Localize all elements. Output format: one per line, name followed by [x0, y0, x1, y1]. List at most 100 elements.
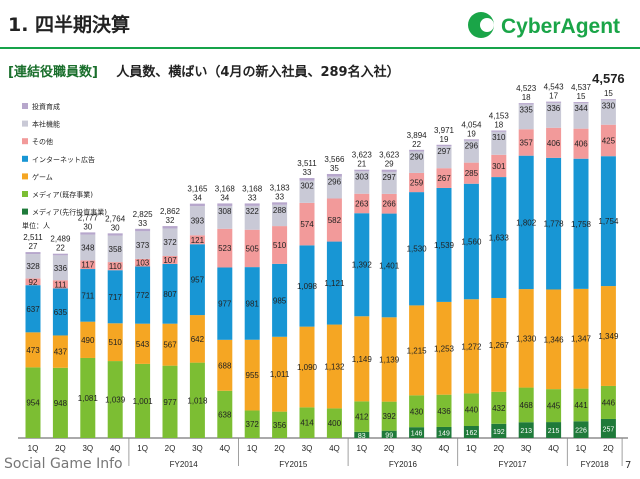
data-label-invest: 22: [412, 140, 421, 149]
bar-segment-invest: [189, 203, 205, 207]
bar-segment-game: [326, 324, 342, 409]
data-label-internet: 772: [136, 291, 150, 300]
data-label-other: 510: [273, 241, 287, 250]
data-label-other: 107: [163, 256, 177, 265]
bar-segment-game: [518, 289, 534, 388]
data-label-other: 425: [602, 136, 616, 145]
data-label-invest: 30: [83, 222, 92, 231]
x-tick-label: 4Q: [219, 444, 230, 453]
bar-segment-invest: [52, 253, 68, 256]
total-label: 3,566: [324, 155, 345, 164]
bar-segment-game: [463, 299, 479, 394]
bar-segment-media_existing: [436, 394, 452, 427]
bar-segment-invest: [244, 203, 260, 206]
data-label-media_existing: 977: [163, 398, 177, 407]
total-label: 3,183: [270, 183, 291, 192]
bar-segment-other: [217, 228, 233, 268]
bar-segment-internet: [326, 241, 342, 325]
data-label-other: 406: [574, 140, 588, 149]
bar-segment-invest: [80, 232, 96, 235]
data-label-other: 92: [29, 278, 38, 287]
data-label-game: 510: [109, 338, 123, 347]
bar-segment-hq: [518, 104, 534, 130]
bar-segment-hq: [463, 140, 479, 163]
bar-segment-internet: [25, 285, 41, 333]
bar-segment-invest: [409, 149, 425, 152]
bar-segment-invest: [217, 203, 233, 206]
data-label-media_existing: 412: [355, 413, 369, 422]
x-tick-label: 2Q: [165, 444, 176, 453]
data-label-other: 259: [410, 179, 424, 188]
data-label-media_new: 83: [358, 433, 366, 440]
bar-segment-media_new: [491, 423, 507, 438]
legend-label: メディア(先行投資事業): [32, 208, 107, 217]
bar-segment-media_existing: [409, 395, 425, 428]
fiscal-year-label: FY2017: [498, 460, 527, 469]
bar-segment-media_new: [436, 426, 452, 438]
data-label-media_new: 257: [603, 426, 615, 433]
total-label: 3,894: [407, 131, 428, 140]
data-label-media_existing: 1,018: [187, 396, 208, 405]
legend-swatch-hq: [22, 120, 28, 127]
data-label-other: 406: [547, 139, 561, 148]
x-tick-label: 1Q: [356, 444, 367, 453]
data-label-internet: 1,758: [571, 220, 592, 229]
data-label-media_existing: 468: [520, 401, 534, 410]
bar-segment-other: [546, 127, 562, 158]
bar-segment-game: [436, 301, 452, 395]
bar-segment-hq: [272, 204, 288, 227]
bar-segment-game: [573, 288, 589, 389]
data-label-invest: 19: [467, 129, 476, 138]
data-label-internet: 957: [191, 276, 205, 285]
bar-segment-media_existing: [546, 389, 562, 423]
data-label-invest: 35: [330, 164, 339, 173]
data-label-game: 1,090: [297, 363, 318, 372]
bar-segment-other: [25, 278, 41, 286]
data-label-internet: 711: [81, 291, 94, 300]
total-label: 2,764: [105, 214, 126, 223]
bar-segment-internet: [189, 244, 205, 316]
bar-segment-media_new: [463, 426, 479, 438]
data-label-other: 266: [383, 200, 397, 209]
data-label-internet: 1,802: [516, 218, 537, 227]
bar-segment-other: [436, 168, 452, 188]
data-label-other: 357: [520, 138, 534, 147]
bar-segment-hq: [409, 151, 425, 173]
x-tick-label: 1Q: [247, 444, 258, 453]
total-label: 2,825: [133, 210, 154, 219]
bar-segment-game: [600, 286, 616, 386]
bar-segment-media_existing: [217, 390, 233, 438]
bar-segment-game: [409, 305, 425, 396]
bar-segment-hq: [600, 100, 616, 125]
data-label-game: 1,346: [544, 335, 565, 344]
legend-label: ゲーム: [32, 172, 53, 181]
total-label: 2,777: [78, 213, 99, 222]
data-label-invest: 29: [385, 160, 394, 169]
x-tick-label: 4Q: [548, 444, 559, 453]
bar-segment-hq: [52, 255, 68, 281]
total-label: 4,153: [489, 112, 510, 121]
data-label-invest: 21: [357, 160, 366, 169]
data-label-hq: 308: [218, 207, 232, 216]
data-label-media_new: 213: [520, 428, 532, 435]
data-label-internet: 1,530: [407, 245, 428, 254]
bar-segment-internet: [107, 270, 123, 324]
data-label-game: 642: [191, 335, 205, 344]
data-label-invest: 30: [111, 223, 120, 232]
data-label-game: 955: [246, 371, 260, 380]
data-label-media_existing: 400: [328, 419, 342, 428]
bar-segment-game: [272, 336, 288, 412]
data-label-invest: 34: [193, 194, 202, 203]
data-label-invest: 18: [494, 121, 503, 130]
data-label-invest: 22: [56, 244, 65, 253]
data-label-internet: 1,401: [379, 261, 400, 270]
bar-segment-hq: [491, 131, 507, 155]
total-label: 2,511: [23, 233, 43, 242]
logo-text: CyberAgent: [501, 15, 620, 38]
data-label-internet: 985: [273, 296, 287, 305]
bar-segment-other: [409, 172, 425, 193]
data-label-internet: 1,392: [352, 261, 373, 270]
fiscal-year-label: FY2016: [389, 460, 418, 469]
subtitle-text: 人員数、横ばい（4月の新入社員、289名入社）: [116, 65, 400, 80]
bar-segment-game: [546, 289, 562, 390]
